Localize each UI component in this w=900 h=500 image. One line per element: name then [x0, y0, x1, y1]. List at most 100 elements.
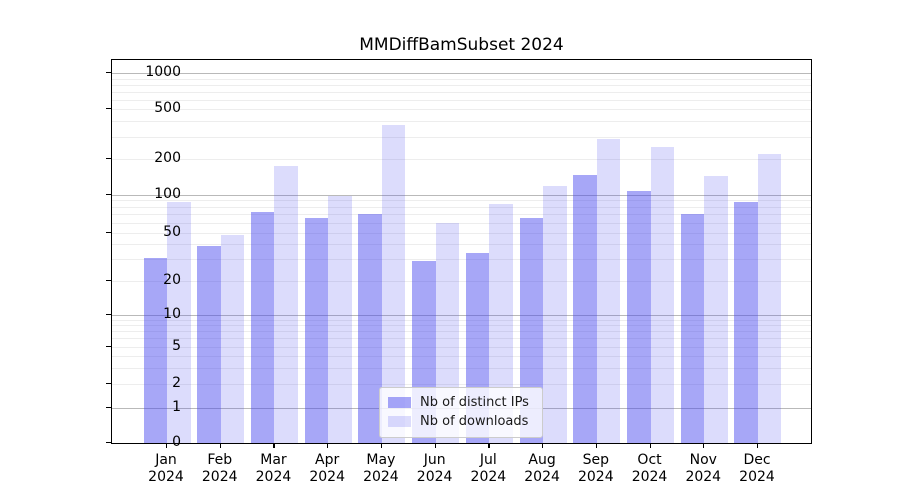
y-tick-label: 500 [154, 100, 181, 117]
x-tick-label-mar: Mar 2024 [243, 452, 303, 486]
gridline-minor [112, 200, 811, 202]
x-tick-year: 2024 [524, 469, 560, 485]
bar-distinct-ips-oct [627, 191, 651, 443]
x-tick-month: Aug [528, 452, 556, 468]
bar-distinct-ips-may [358, 214, 382, 443]
bar-distinct-ips-sep [573, 175, 597, 443]
gridline-major [112, 73, 811, 75]
y-tick-label: 2 [172, 375, 181, 392]
x-tick-month: Oct [637, 452, 662, 468]
x-tick-month: Feb [207, 452, 233, 468]
x-tick-year: 2024 [416, 469, 453, 485]
y-tick-mark [106, 406, 111, 408]
gridline-minor [112, 259, 811, 261]
y-tick-mark [106, 157, 111, 159]
gridline-minor [112, 206, 811, 208]
legend-item-downloads: Nb of downloads [388, 412, 534, 431]
gridline-minor [112, 325, 811, 327]
x-tick-mark [703, 443, 705, 448]
gridline-minor [112, 84, 811, 86]
x-tick-label-oct: Oct 2024 [620, 452, 680, 486]
x-tick-month: Dec [743, 452, 771, 468]
x-tick-month: Mar [260, 452, 287, 468]
x-tick-mark [166, 443, 168, 448]
bar-distinct-ips-jan [143, 257, 167, 443]
x-tick-label-feb: Feb 2024 [190, 452, 250, 486]
bar-distinct-ips-feb [197, 245, 221, 443]
legend: Nb of distinct IPs Nb of downloads [379, 387, 543, 438]
gridline-minor [112, 158, 811, 160]
gridline-minor [112, 136, 811, 138]
chart-title: MMDiffBamSubset 2024 [359, 35, 564, 55]
gridline-minor [112, 346, 811, 348]
x-tick-label-nov: Nov 2024 [673, 452, 733, 486]
bar-downloads-mar [274, 166, 298, 443]
y-tick-label: 1000 [145, 64, 181, 81]
x-tick-month: May [366, 452, 396, 468]
gridline-minor [112, 355, 811, 357]
y-tick-mark [106, 314, 111, 316]
gridline-minor [112, 91, 811, 93]
bar-downloads-apr [328, 195, 352, 443]
x-tick-label-sep: Sep 2024 [566, 452, 626, 486]
gridline-major [112, 315, 811, 316]
y-tick-label: 0 [172, 433, 181, 450]
gridline-minor [112, 109, 811, 111]
bar-downloads-feb [220, 234, 245, 443]
y-tick-label: 10 [163, 306, 181, 322]
x-tick-month: Jun [423, 452, 446, 468]
x-tick-mark [488, 443, 490, 448]
x-tick-month: Apr [315, 452, 340, 468]
x-tick-mark [327, 443, 329, 448]
x-tick-year: 2024 [577, 469, 614, 485]
y-tick-mark [106, 383, 111, 385]
bar-downloads-jul [489, 203, 513, 443]
x-tick-month: Nov [689, 452, 717, 468]
y-tick-mark [106, 279, 111, 281]
y-tick-mark [106, 231, 111, 233]
bar-downloads-may [381, 124, 406, 443]
gridline-minor [112, 244, 811, 246]
legend-swatch-downloads [388, 416, 411, 427]
x-tick-year: 2024 [739, 469, 775, 485]
bar-downloads-sep [596, 138, 621, 443]
gridline-minor [112, 384, 811, 386]
x-tick-year: 2024 [363, 469, 399, 485]
gridline-minor [112, 367, 811, 369]
bar-downloads-aug [543, 186, 567, 443]
x-tick-mark [542, 443, 544, 448]
y-tick-mark [106, 108, 111, 110]
x-tick-label-aug: Aug 2024 [512, 452, 572, 486]
y-tick-label: 50 [163, 223, 181, 240]
gridline-minor [112, 99, 811, 101]
y-tick-label: 200 [154, 149, 181, 166]
legend-label-downloads: Nb of downloads [420, 414, 529, 429]
gridline-minor [112, 319, 811, 321]
x-tick-mark [595, 443, 597, 448]
x-tick-year: 2024 [631, 469, 668, 485]
x-tick-mark [273, 443, 275, 448]
x-tick-label-apr: Apr 2024 [297, 452, 357, 486]
x-tick-label-jun: Jun 2024 [405, 452, 465, 486]
x-tick-month: Jul [479, 452, 497, 468]
bar-downloads-oct [650, 146, 675, 443]
y-tick-mark [106, 193, 111, 195]
y-tick-label: 20 [163, 271, 181, 288]
gridline-major [112, 194, 811, 196]
bar-distinct-ips-mar [250, 211, 275, 443]
x-tick-label-dec: Dec 2024 [727, 452, 787, 486]
x-tick-mark [434, 443, 436, 448]
x-tick-mark [219, 443, 221, 448]
gridline-minor [112, 232, 811, 234]
gridline-minor [112, 78, 811, 80]
bar-distinct-ips-nov [680, 214, 705, 443]
x-tick-year: 2024 [685, 469, 722, 485]
gridline-minor [112, 280, 811, 282]
y-tick-mark [106, 441, 111, 443]
gridline-minor [112, 121, 811, 123]
bar-distinct-ips-aug [519, 218, 544, 443]
x-tick-mark [649, 443, 651, 448]
bar-distinct-ips-apr [304, 218, 329, 443]
y-tick-label: 1 [172, 398, 181, 415]
